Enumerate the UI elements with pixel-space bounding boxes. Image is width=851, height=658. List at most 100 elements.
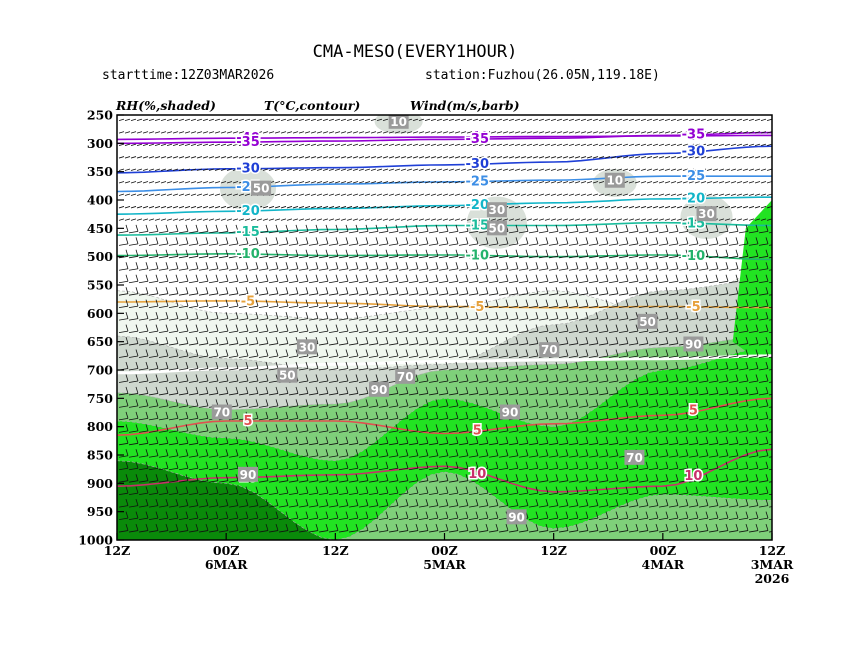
wind-barb-staff [228, 255, 239, 259]
wind-barb-staff [418, 218, 425, 221]
wind-barb-flag [145, 274, 149, 282]
wind-barb-staff [678, 355, 689, 358]
wind-barb-staff [408, 517, 419, 520]
wind-barb-staff [758, 430, 769, 433]
wind-barb-staff [488, 492, 499, 496]
wind-barb-staff [208, 393, 219, 396]
wind-barb-staff [466, 206, 473, 209]
wind-barb-staff [544, 118, 551, 122]
wind-barb-staff [328, 181, 335, 184]
wind-barb-staff [418, 206, 425, 209]
wind-barb-flag [235, 499, 239, 506]
wind-barb-staff [370, 156, 377, 159]
wind-barb-flag [655, 374, 659, 382]
wind-barb-staff [496, 118, 503, 122]
wind-barb-flag [445, 287, 449, 294]
wind-barb-staff [118, 480, 129, 483]
wind-barb-flag [776, 275, 778, 282]
wind-barb-staff [148, 455, 159, 458]
wind-barb-staff [286, 218, 293, 221]
wind-barb-flag [695, 399, 699, 407]
wind-barb-flag [665, 312, 669, 319]
wind-barb-staff [218, 230, 229, 234]
wind-barb-staff [578, 455, 589, 458]
wind-barb-staff [148, 268, 159, 271]
wind-barb-staff [278, 393, 289, 396]
wind-barb-staff [738, 343, 749, 346]
wind-barb-staff [766, 181, 772, 184]
wind-barb-staff [428, 430, 439, 433]
wind-barb-staff [178, 467, 189, 471]
wind-barb-staff [340, 143, 347, 146]
wind-barb-staff [382, 168, 389, 171]
wind-barb-flag [365, 324, 369, 332]
wind-barb-staff [310, 206, 317, 209]
wind-barb-staff [498, 393, 509, 396]
wind-barb-flag [405, 324, 409, 332]
wind-barb-staff [308, 293, 319, 296]
wind-barb-staff [160, 168, 167, 171]
wind-barb-flag [475, 299, 479, 307]
wind-barb-flag [645, 299, 649, 307]
wind-barb-flag [595, 237, 599, 244]
wind-barb-staff [664, 118, 671, 122]
wind-barb-staff [488, 417, 499, 421]
wind-barb-flag [165, 237, 169, 244]
wind-barb-flag [735, 249, 739, 257]
wind-barb-flag [285, 349, 289, 357]
wind-barb-staff [218, 343, 229, 346]
wind-barb-staff [742, 131, 749, 134]
wind-barb-staff [758, 368, 769, 371]
rh-label: 70 [541, 343, 558, 357]
wind-barb-flag [465, 399, 469, 407]
wind-barb-staff [592, 193, 599, 196]
wind-barb-flag [655, 274, 659, 282]
wind-barb-staff [508, 305, 519, 309]
wind-barb-flag [535, 262, 539, 269]
wind-barb-staff [388, 255, 399, 259]
wind-barb-staff [638, 517, 649, 520]
wind-barb-staff [468, 480, 479, 483]
wind-barb-staff [678, 280, 689, 284]
wind-barb-flag [195, 449, 199, 456]
wind-barb-flag [365, 436, 369, 444]
wind-barb-staff [718, 168, 725, 171]
wind-barb-staff [228, 442, 239, 446]
wind-barb-staff [608, 280, 619, 284]
wind-barb-flag [295, 386, 299, 394]
wind-barb-staff [358, 380, 369, 383]
wind-barb-staff [418, 293, 429, 296]
wind-barb-flag [415, 511, 419, 519]
wind-barb-staff [748, 218, 755, 221]
wind-barb-staff [768, 344, 772, 346]
wind-barb-staff [758, 517, 769, 520]
wind-barb-staff [298, 156, 305, 159]
wind-barb-staff [196, 181, 203, 184]
wind-barb-staff [418, 230, 429, 234]
wind-barb-staff [278, 330, 289, 333]
wind-barb-staff [288, 243, 299, 246]
wind-barb-flag [325, 399, 329, 407]
wind-barb-staff [202, 218, 209, 221]
wind-barb-flag [535, 499, 539, 506]
wind-barb-staff [418, 318, 429, 321]
wind-barb-staff [148, 492, 159, 496]
wind-barb-staff [232, 193, 239, 196]
wind-barb-flag [385, 374, 389, 382]
wind-barb-staff [718, 280, 729, 284]
wind-barb-staff [670, 156, 677, 159]
wind-barb-staff [378, 492, 389, 496]
wind-barb-staff [218, 505, 229, 508]
wind-barb-staff [418, 430, 429, 433]
wind-barb-staff [628, 442, 639, 446]
wind-barb-flag [255, 499, 259, 506]
wind-barb-flag [315, 262, 319, 269]
wind-barb-flag [175, 523, 179, 531]
wind-barb-flag [175, 249, 179, 257]
wind-barb-flag [475, 436, 479, 444]
rh-label: 50 [639, 315, 656, 329]
wind-barb-staff [138, 517, 149, 520]
wind-barb-flag [635, 411, 639, 419]
wind-barb-staff [694, 143, 701, 146]
wind-barb-staff [628, 293, 639, 296]
